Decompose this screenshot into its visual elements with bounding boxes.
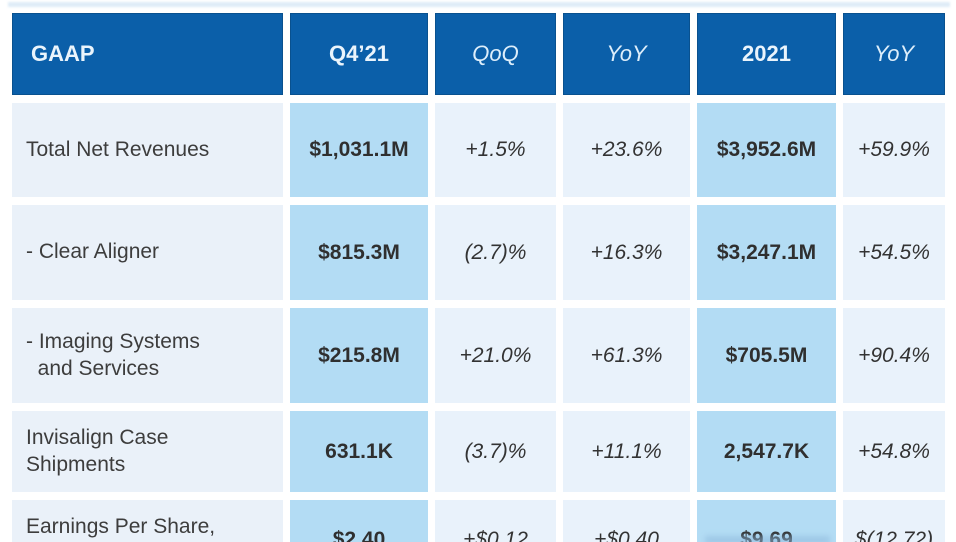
clear-aligner-q4-value: $815.3M <box>290 205 428 300</box>
imaging-systems-yoy: +61.3% <box>563 308 690 403</box>
cropped-content-above <box>8 2 950 7</box>
imaging-systems-q4-value: $215.8M <box>290 308 428 403</box>
clear-aligner-fy-yoy: +54.5% <box>843 205 945 300</box>
eps-qoq: +$0.12 <box>435 500 556 542</box>
clear-aligner-fy-value: $3,247.1M <box>697 205 836 300</box>
col-header-yoy-quarter: YoY <box>563 13 690 95</box>
total-net-revenues-fy-value: $3,952.6M <box>697 103 836 197</box>
row-label-invisalign-case-shipments: Invisalign Case Shipments <box>12 411 283 492</box>
col-header-2021: 2021 <box>697 13 836 95</box>
col-header-yoy-fullyear: YoY <box>843 13 945 95</box>
total-net-revenues-fy-yoy: +59.9% <box>843 103 945 197</box>
invisalign-shipments-fy-yoy: +54.8% <box>843 411 945 492</box>
eps-q4-value: $2.40 <box>290 500 428 542</box>
row-label-clear-aligner: - Clear Aligner <box>12 205 283 300</box>
col-header-qoq: QoQ <box>435 13 556 95</box>
total-net-revenues-yoy: +23.6% <box>563 103 690 197</box>
invisalign-shipments-qoq: (3.7)% <box>435 411 556 492</box>
row-label-total-net-revenues: Total Net Revenues <box>12 103 283 197</box>
imaging-systems-fy-value: $705.5M <box>697 308 836 403</box>
cropped-content-below <box>705 536 830 542</box>
imaging-systems-fy-yoy: +90.4% <box>843 308 945 403</box>
eps-yoy: +$0.40 <box>563 500 690 542</box>
col-header-gaap: GAAP <box>12 13 283 95</box>
total-net-revenues-q4-value: $1,031.1M <box>290 103 428 197</box>
col-header-q4-21: Q4’21 <box>290 13 428 95</box>
invisalign-shipments-q4-value: 631.1K <box>290 411 428 492</box>
gaap-results-table: GAAP Q4’21 QoQ YoY 2021 YoY Total Net Re… <box>12 13 945 542</box>
row-label-eps-diluted: Earnings Per Share, diluted <box>12 500 283 542</box>
total-net-revenues-qoq: +1.5% <box>435 103 556 197</box>
clear-aligner-qoq: (2.7)% <box>435 205 556 300</box>
invisalign-shipments-yoy: +11.1% <box>563 411 690 492</box>
invisalign-shipments-fy-value: 2,547.7K <box>697 411 836 492</box>
imaging-systems-qoq: +21.0% <box>435 308 556 403</box>
eps-fy-yoy: $(12.72) <box>843 500 945 542</box>
clear-aligner-yoy: +16.3% <box>563 205 690 300</box>
row-label-imaging-systems: - Imaging Systems and Services <box>12 308 283 403</box>
